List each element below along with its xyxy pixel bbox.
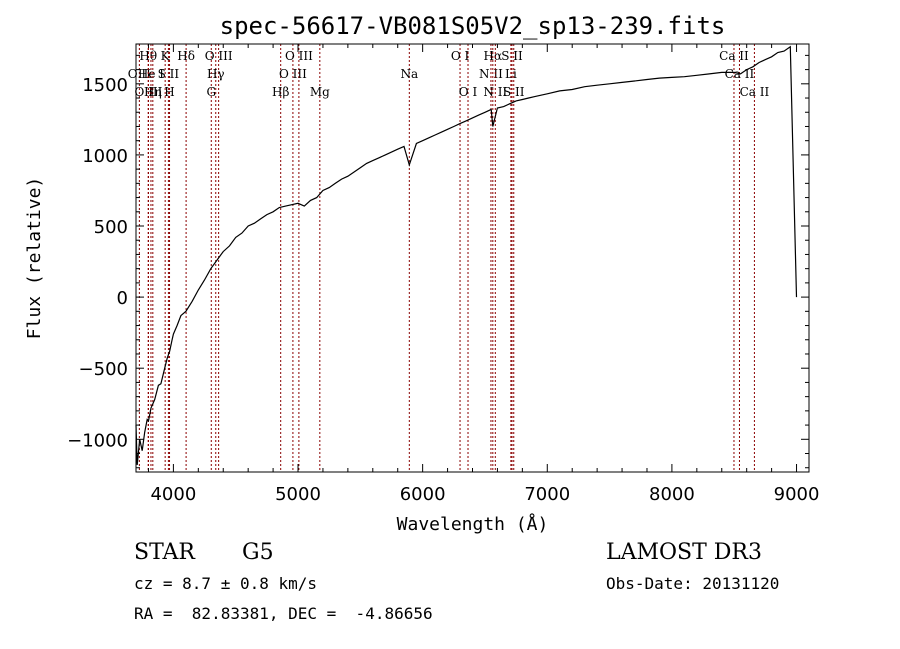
line-marker-label-10: Hγ (207, 67, 225, 81)
line-marker-label-16: Na (400, 67, 418, 81)
line-marker-label-14: O III (285, 49, 313, 63)
line-marker-label-25: Ca II (719, 49, 749, 63)
line-marker-label-2: O III (135, 85, 163, 99)
y-tick-label-3: 500 (94, 217, 128, 238)
line-marker-label-4: Hη (144, 85, 162, 99)
plot-frame (135, 43, 810, 473)
y-tick-label-4: 1000 (82, 146, 128, 167)
line-marker-label-11: G (206, 85, 216, 99)
survey-name: LAMOST DR3 (606, 540, 762, 565)
x-tick-label-1: 5000 (275, 484, 321, 505)
object-class: STAR (134, 540, 195, 565)
line-marker-label-27: Ca II (740, 85, 770, 99)
x-tick-label-0: 4000 (150, 484, 196, 505)
x-tick-label-4: 8000 (649, 484, 695, 505)
x-axis-label: Wavelength (Å) (397, 513, 549, 535)
line-marker-label-9: O III (205, 49, 233, 63)
object-subclass: G5 (242, 540, 274, 565)
line-marker-label-0: O II (128, 67, 151, 81)
line-marker-label-23: S II (501, 49, 523, 63)
line-marker-label-5: K (161, 49, 171, 63)
x-tick-label-2: 6000 (400, 484, 446, 505)
line-marker-label-15: Mg (310, 85, 330, 99)
y-axis-label: Flux (relative) (24, 177, 45, 340)
coordinates: RA = 82.83381, DEC = -4.86656 (134, 604, 433, 623)
spectrum-line-0 (135, 45, 798, 465)
line-marker-label-12: Hβ (272, 85, 289, 99)
line-marker-label-18: O I (459, 85, 478, 99)
line-marker-label-17: O I (451, 49, 470, 63)
x-tick-label-5: 9000 (774, 484, 820, 505)
line-marker-label-8: Hδ (177, 49, 195, 63)
y-tick-label-1: −500 (79, 359, 128, 380)
line-marker-label-13: O III (279, 67, 307, 81)
redshift-readout: cz = 8.7 ± 0.8 km/s (134, 574, 318, 593)
line-marker-label-6: S II (158, 67, 180, 81)
y-tick-label-5: 1500 (82, 75, 128, 96)
y-tick-label-0: −1000 (67, 430, 128, 451)
line-marker-label-21: N II (483, 85, 507, 99)
line-marker-label-3: He I (138, 67, 164, 81)
line-marker-label-24: S II (503, 85, 525, 99)
obs-date: Obs-Date: 20131120 (606, 574, 780, 593)
chart-title: spec-56617-VB081S05V2_sp13-239.fits (220, 12, 726, 40)
line-marker-label-20: Hα (484, 49, 503, 63)
line-marker-label-22: Li (505, 67, 517, 81)
x-tick-label-3: 7000 (524, 484, 570, 505)
line-marker-label-19: N II (479, 67, 503, 81)
line-marker-label-7: H (164, 85, 174, 99)
y-tick-label-2: 0 (117, 288, 128, 309)
